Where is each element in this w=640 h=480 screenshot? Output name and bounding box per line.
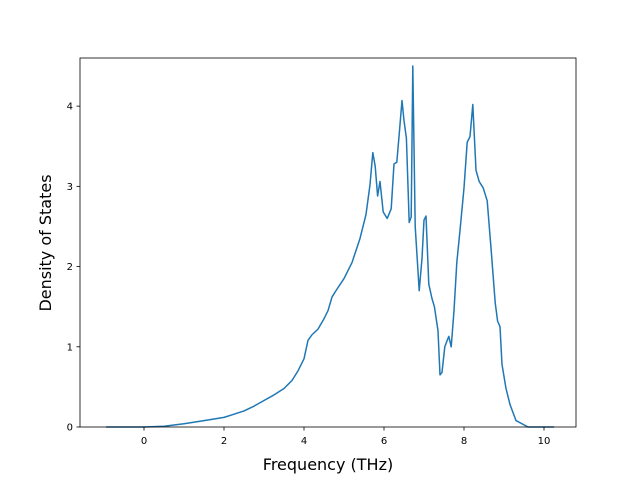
x-tick-label: 10 — [538, 436, 551, 447]
axis-ticks: 0 2 4 6 8 10 0 1 2 3 4 — [67, 102, 551, 447]
y-tick-label: 2 — [67, 262, 73, 273]
x-tick-label: 6 — [381, 436, 387, 447]
x-tick-label: 0 — [141, 436, 147, 447]
axes-frame — [79, 57, 577, 428]
y-tick-label: 3 — [67, 182, 73, 193]
y-tick-label: 0 — [67, 423, 73, 434]
x-tick-label: 8 — [461, 436, 467, 447]
y-tick-label: 1 — [67, 342, 73, 353]
x-tick-label: 4 — [301, 436, 307, 447]
series-line-0 — [106, 65, 554, 428]
plot-area — [79, 57, 577, 428]
x-axis-label: Frequency (THz) — [263, 455, 393, 474]
x-tick-label: 2 — [221, 436, 227, 447]
y-tick-label: 4 — [67, 102, 73, 113]
y-axis-label: Density of States — [36, 174, 55, 311]
